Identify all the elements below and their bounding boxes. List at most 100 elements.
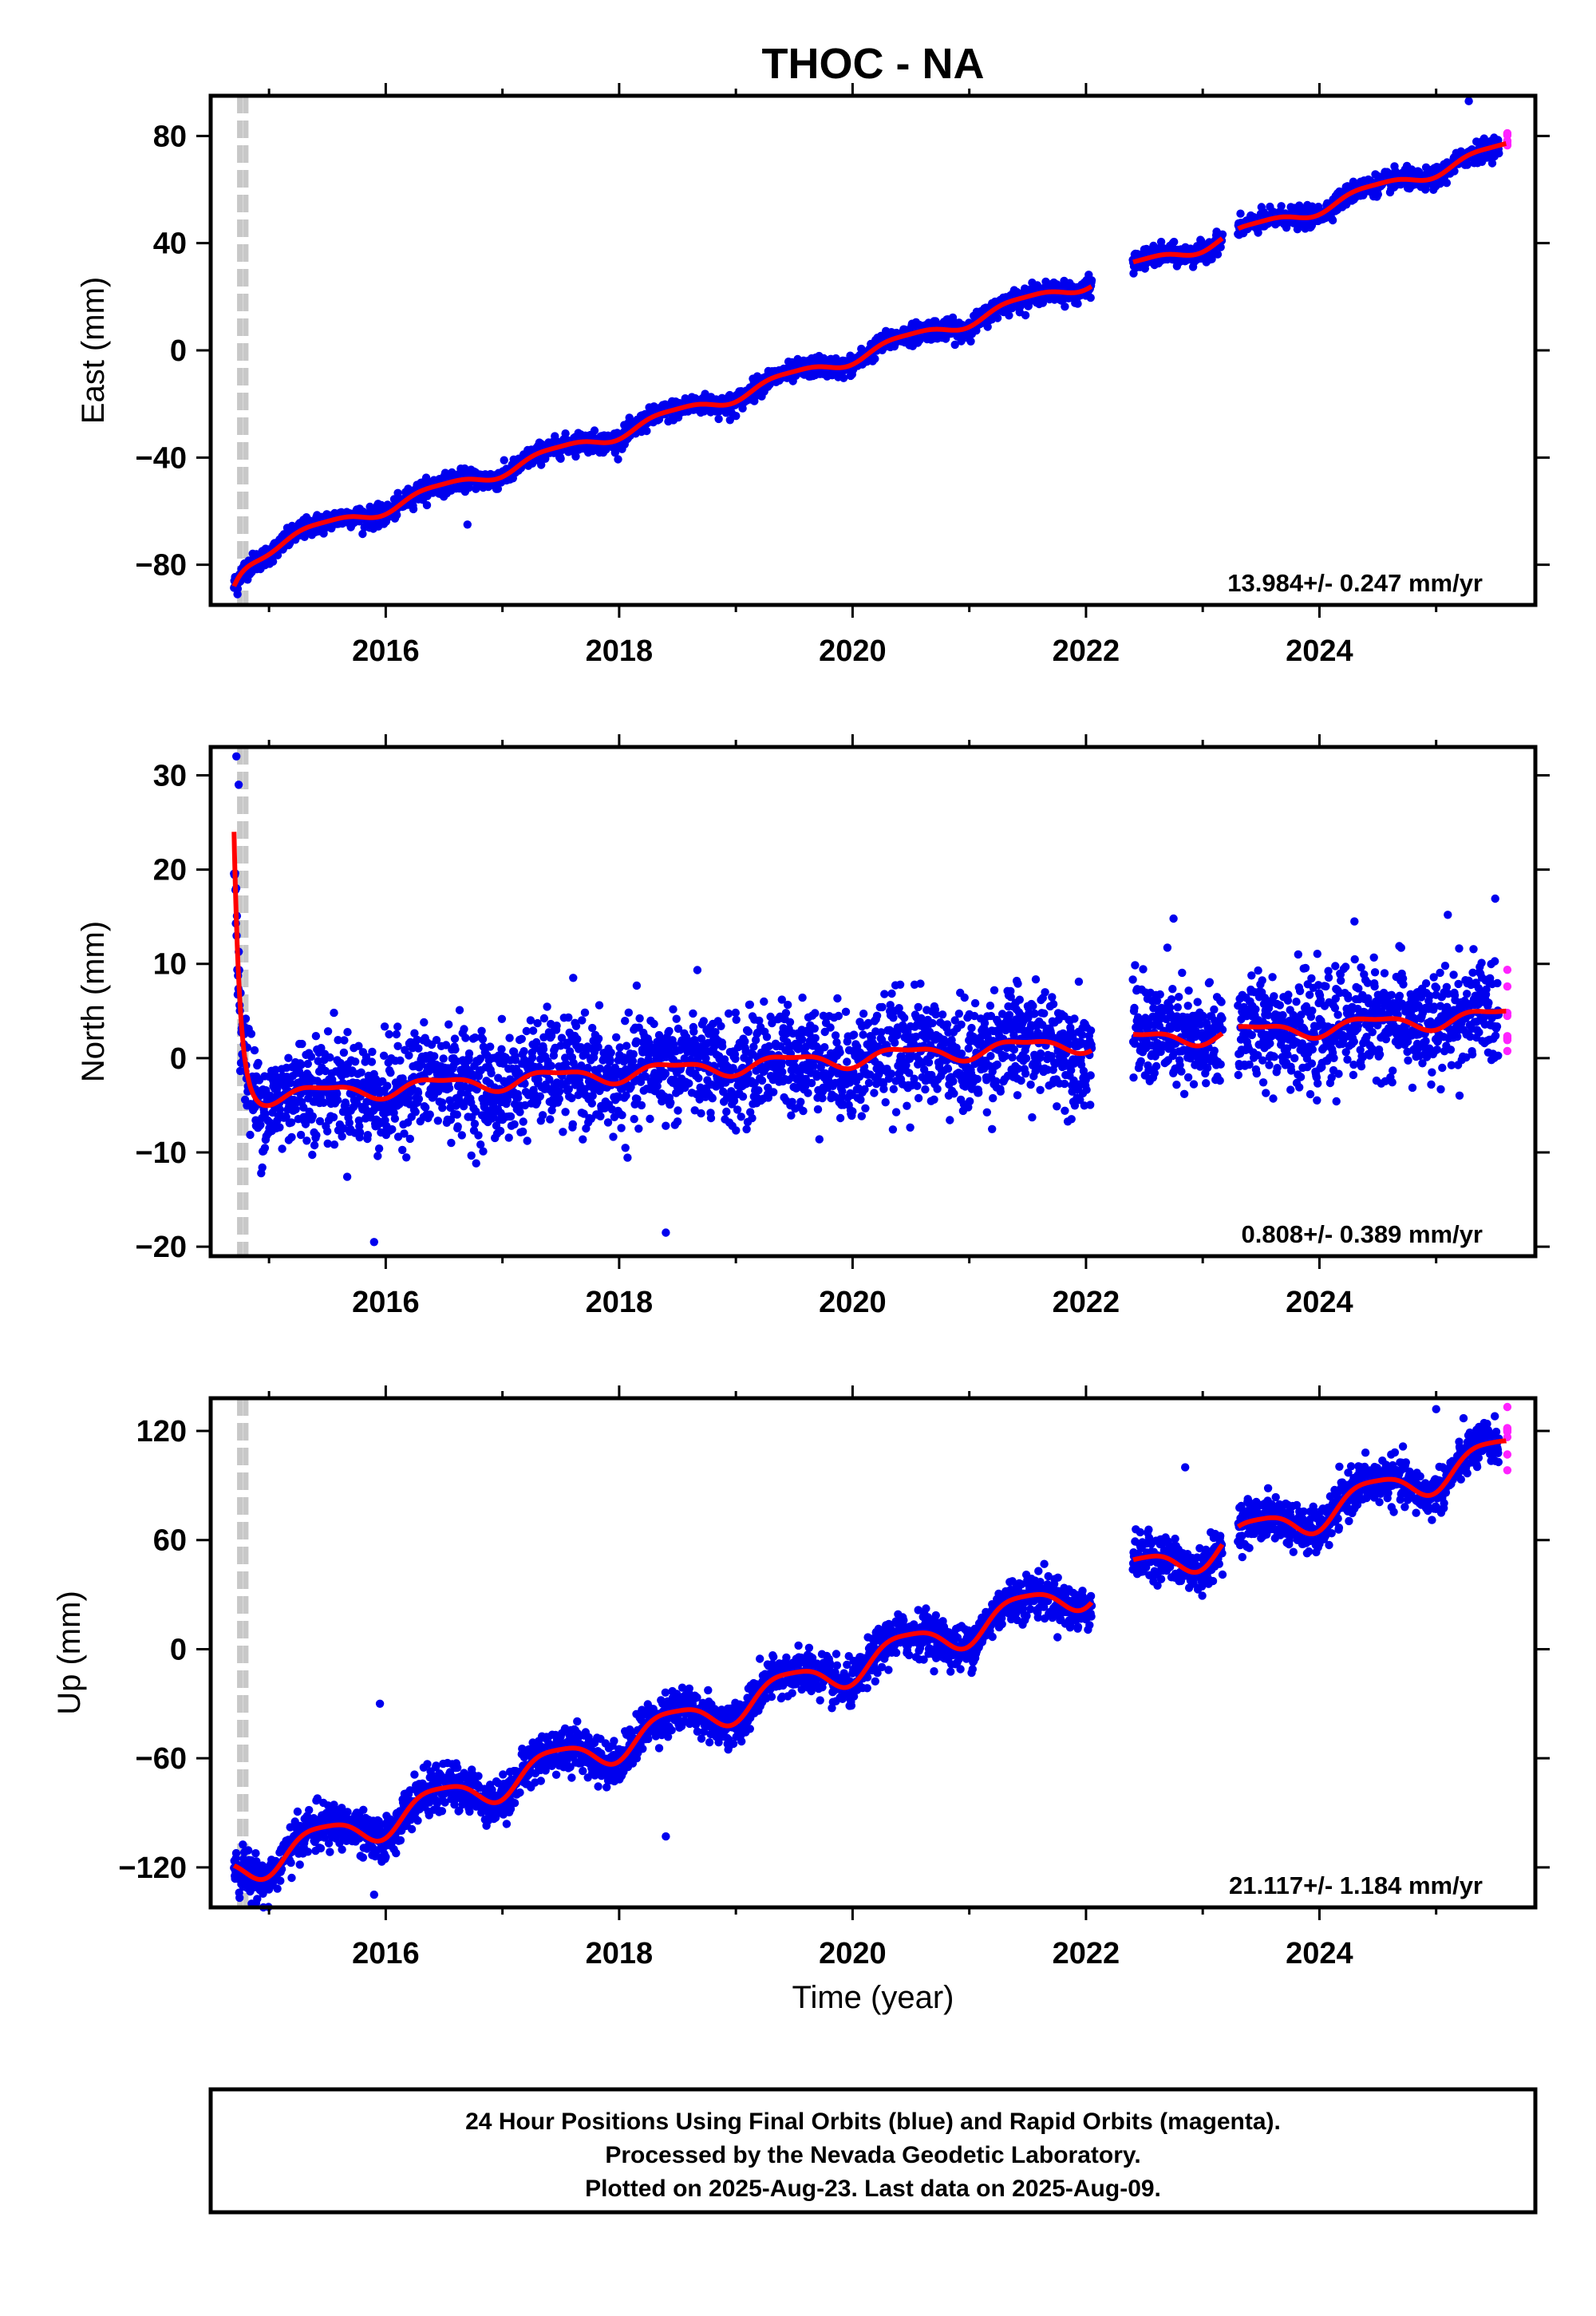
east-ytick-label: 0 [170,334,187,368]
north-final-point [810,1024,819,1034]
north-final-point [420,1018,429,1027]
east-rapid-orbit-points [1503,128,1512,150]
east-final-point [268,557,278,566]
east-final-point [409,504,418,514]
north-final-point [342,1172,352,1181]
north-final-point [433,1117,442,1125]
east-series [230,97,1512,599]
north-final-point [742,1124,751,1134]
east-final-point [1373,190,1383,199]
north-final-point [298,1039,306,1049]
north-final-point [606,1056,614,1065]
north-final-point [596,1112,605,1121]
north-final-point [368,1047,377,1057]
north-final-point [447,1138,456,1148]
north-final-point [539,1014,549,1023]
east-final-point [393,488,402,497]
north-final-point [632,981,642,990]
north-final-point [799,1106,808,1116]
east-final-point [1087,276,1096,285]
north-final-point [496,1126,505,1136]
east-ytick-label: −40 [136,441,187,475]
north-final-point [284,1053,293,1062]
north-final-point [383,1081,392,1090]
north-final-point [533,1018,542,1028]
north-final-point [635,1014,644,1023]
north-final-point [311,1032,321,1041]
north-final-point [754,1086,763,1095]
north-final-point [609,1132,618,1141]
north-final-point [523,1136,531,1145]
east-final-point [1005,311,1013,320]
north-final-point [606,1048,615,1057]
north-final-point [323,1127,332,1136]
north-final-point [665,1026,674,1036]
north-final-point [738,1092,748,1101]
north-final-point [505,1034,514,1042]
north-final-point [461,1034,470,1042]
north-final-point [826,1023,835,1032]
north-final-point [388,1124,397,1134]
north-final-point [425,1110,434,1119]
north-final-point [811,1009,820,1018]
east-final-point [500,456,508,464]
north-final-point [769,1088,778,1097]
east-xtick-label: 2016 [352,634,420,668]
north-final-point [411,1108,420,1117]
north-final-point [506,1112,516,1121]
plot-title: THOC - NA [762,40,985,88]
north-final-point [624,1008,633,1018]
north-final-point [478,1035,488,1044]
east-final-point [1277,202,1286,211]
north-final-point [809,1061,819,1070]
north-final-point [815,1135,824,1144]
north-final-point [731,1054,740,1064]
north-final-point [393,1022,402,1031]
north-final-point [621,1144,630,1152]
north-final-point [519,1127,527,1136]
east-outlier-point [1464,97,1473,105]
north-final-point [385,1030,393,1039]
east-final-point [1236,209,1245,218]
north-final-point [748,1113,757,1123]
north-final-point [559,1128,567,1136]
east-final-point [422,500,432,510]
north-final-point [308,1150,317,1160]
north-final-point [564,1013,573,1022]
north-final-point [326,1053,334,1062]
north-final-point [573,1034,582,1044]
east-final-point [714,414,723,424]
north-final-point [646,1114,654,1124]
north-final-point [579,1135,587,1144]
north-final-point [457,1131,466,1140]
north-final-point [685,1079,693,1088]
east-final-point [1442,179,1452,188]
north-final-point [254,1058,263,1068]
north-final-point [310,1140,319,1150]
north-final-point [393,1041,402,1051]
north-final-point [697,1109,705,1118]
north-final-point [666,1098,675,1107]
north-final-point [396,1056,405,1065]
north-final-point [718,1042,727,1051]
north-final-point [414,1044,423,1053]
east-final-point [273,551,282,559]
north-final-point [333,1096,342,1105]
north-final-point [453,1122,462,1131]
north-final-point [363,1131,373,1140]
north-final-point [568,1120,577,1129]
east-xtick-label: 2022 [1053,634,1120,668]
north-final-point [479,1147,488,1156]
north-final-point [357,1068,365,1077]
north-final-point [672,1014,681,1023]
east-xtick-label: 2020 [819,634,887,668]
east-ytick-label: 40 [153,227,187,261]
north-final-point [330,1140,339,1149]
north-final-point [617,1124,626,1132]
east-final-point [614,455,622,464]
east-final-point [1495,148,1503,158]
east-ylabel: East (mm) [76,277,111,424]
north-final-point [693,966,702,974]
